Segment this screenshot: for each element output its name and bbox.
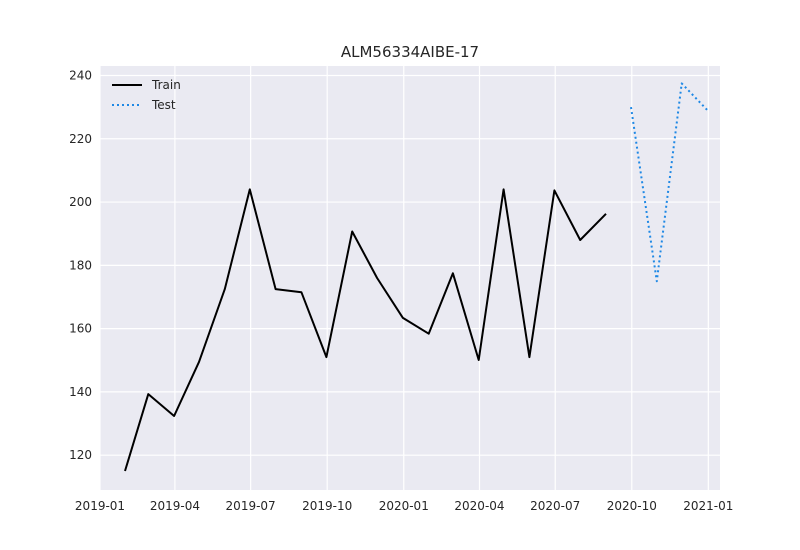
series-layer (124, 82, 709, 472)
x-tick-label: 2019-07 (226, 499, 276, 513)
x-tick-label: 2020-10 (607, 499, 657, 513)
y-tick-label: 220 (69, 132, 92, 146)
y-tick-label: 160 (69, 322, 92, 336)
y-tick-label: 120 (69, 448, 92, 462)
y-tick-label: 180 (69, 258, 92, 272)
legend: Train Test (112, 78, 181, 112)
series-line-test (630, 82, 709, 283)
x-tick-label: 2020-01 (379, 499, 429, 513)
plot-area (100, 66, 720, 490)
y-tick-label: 240 (69, 68, 92, 82)
x-tick-label: 2020-04 (454, 499, 504, 513)
x-tick-label: 2019-04 (150, 499, 200, 513)
y-tick-label: 200 (69, 195, 92, 209)
x-tick-label: 2021-01 (683, 499, 733, 513)
x-tick-label: 2020-07 (530, 499, 580, 513)
legend-label-train: Train (151, 78, 181, 92)
y-tick-label: 140 (69, 385, 92, 399)
legend-label-test: Test (151, 98, 176, 112)
series-line-train (124, 188, 607, 472)
chart-title: ALM56334AIBE-17 (341, 43, 479, 61)
grid-lines (99, 66, 720, 490)
x-tick-label: 2019-10 (302, 499, 352, 513)
tick-labels: 120 140 160 180 200 220 240 2019-01 2019-04 2019-… (69, 68, 733, 513)
x-tick-label: 2019-01 (75, 499, 125, 513)
